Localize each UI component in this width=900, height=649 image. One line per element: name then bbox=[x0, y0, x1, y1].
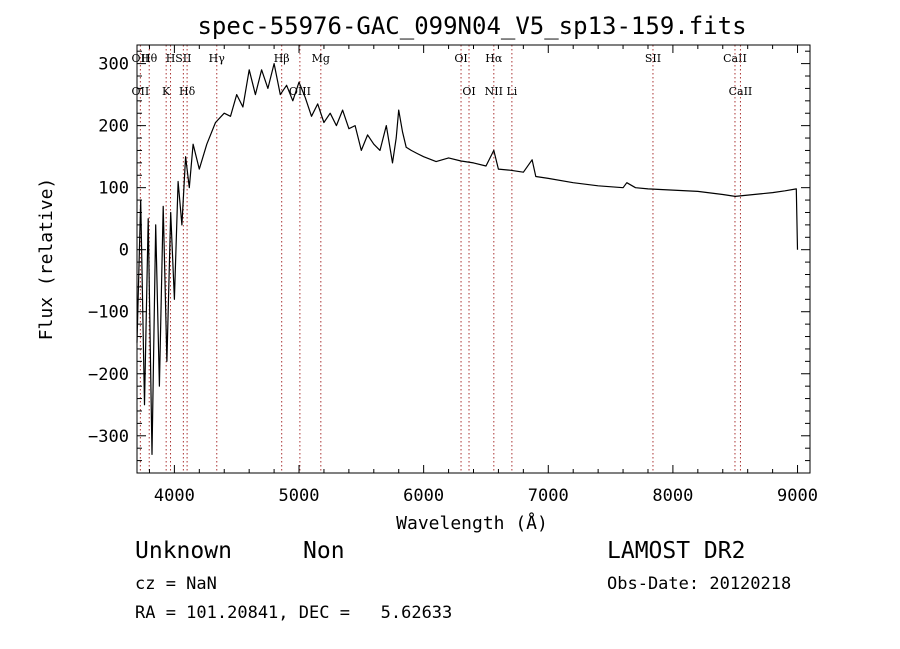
x-tick-label: 8000 bbox=[652, 486, 693, 506]
axis-ticks: 4000 5000 6000 7000 8000 9000 −300 −200 −100 0 100… bbox=[88, 45, 818, 506]
line-marker-top-label: Mg bbox=[312, 52, 330, 65]
line-marker-bottom-label: OI bbox=[462, 85, 475, 98]
line-marker-bottom-label: CaII bbox=[729, 85, 753, 98]
line-marker-top-label: SII bbox=[175, 52, 191, 65]
line-marker-bottom-label: OIII bbox=[289, 85, 311, 98]
x-tick-label: 6000 bbox=[403, 486, 444, 506]
chart-title: spec-55976-GAC_099N04_V5_sp13-159.fits bbox=[197, 12, 746, 40]
y-tick-label: 100 bbox=[98, 179, 129, 199]
object-class-label: Unknown bbox=[135, 538, 232, 564]
y-axis-label: Flux (relative) bbox=[36, 178, 57, 341]
line-marker-top-label: OII bbox=[132, 52, 150, 65]
line-marker-bottom-label: K bbox=[162, 85, 171, 98]
y-tick-label: −200 bbox=[88, 365, 129, 385]
line-marker-bottom-label: NII bbox=[485, 85, 503, 98]
y-tick-label: 300 bbox=[98, 55, 129, 75]
plot-frame bbox=[136, 44, 811, 474]
spectrum-line bbox=[136, 63, 799, 455]
line-marker-top-label: SII bbox=[645, 52, 661, 65]
x-tick-label: 5000 bbox=[279, 486, 320, 506]
line-marker-top-label: OI bbox=[454, 52, 467, 65]
y-tick-label: 200 bbox=[98, 117, 129, 137]
line-marker-bottom-label: Li bbox=[506, 85, 517, 98]
y-tick-label: 0 bbox=[119, 241, 129, 261]
line-marker-bottom-label: Hδ bbox=[179, 85, 196, 98]
line-marker-top-label: Hα bbox=[485, 52, 503, 65]
object-subclass-label: Non bbox=[303, 538, 345, 564]
x-tick-label: 7000 bbox=[528, 486, 569, 506]
line-marker-bottom-label: OII bbox=[132, 85, 150, 98]
line-marker-top-label: Hβ bbox=[274, 52, 290, 65]
survey-label: LAMOST DR2 bbox=[607, 538, 746, 564]
line-marker-top-label: H bbox=[166, 52, 176, 65]
line-marker-top-label: CaII bbox=[723, 52, 747, 65]
x-tick-label: 9000 bbox=[777, 486, 818, 506]
y-tick-label: −100 bbox=[88, 303, 129, 323]
y-tick-label: −300 bbox=[88, 427, 129, 447]
coordinates-text: RA = 101.20841, DEC = 5.62633 bbox=[135, 603, 453, 623]
x-tick-label: 4000 bbox=[154, 486, 195, 506]
redshift-text: cz = NaN bbox=[135, 574, 217, 594]
line-marker-top-label: Hγ bbox=[209, 52, 226, 65]
line-marker-top-label: Hθ bbox=[141, 52, 158, 65]
x-axis-label: Wavelength (Å) bbox=[396, 512, 548, 534]
obs-date-text: Obs-Date: 20120218 bbox=[607, 574, 792, 594]
